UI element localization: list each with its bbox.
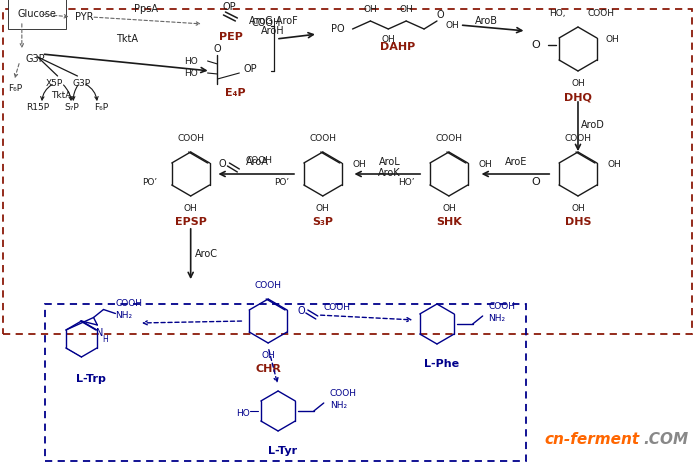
Text: L-Tyr: L-Tyr bbox=[269, 446, 298, 456]
Text: COOH: COOH bbox=[309, 134, 336, 143]
Text: OP: OP bbox=[223, 2, 236, 12]
Text: HO: HO bbox=[184, 68, 197, 77]
Text: HO,: HO, bbox=[550, 8, 566, 17]
Bar bbox=[3, 9, 692, 334]
Text: CHR: CHR bbox=[256, 364, 281, 374]
Text: NH₂: NH₂ bbox=[489, 313, 505, 323]
Text: COOH: COOH bbox=[116, 299, 142, 308]
Text: F₆P: F₆P bbox=[8, 84, 22, 93]
Text: PO’: PO’ bbox=[142, 177, 157, 187]
Text: OH: OH bbox=[442, 204, 456, 212]
Text: S₃P: S₃P bbox=[312, 217, 333, 227]
Text: E₄P: E₄P bbox=[225, 88, 246, 98]
Text: PO: PO bbox=[331, 24, 344, 34]
Text: NH₂: NH₂ bbox=[116, 311, 132, 320]
Text: F₆P: F₆P bbox=[94, 103, 108, 112]
Text: O: O bbox=[214, 44, 221, 54]
Text: .COM: .COM bbox=[643, 431, 689, 446]
Text: DHQ: DHQ bbox=[564, 92, 592, 102]
Text: PpsA: PpsA bbox=[134, 4, 158, 14]
Text: O: O bbox=[218, 159, 226, 169]
Text: COOH: COOH bbox=[489, 302, 516, 310]
Text: COOH: COOH bbox=[588, 8, 615, 17]
Text: NH₂: NH₂ bbox=[330, 401, 346, 409]
Text: OH: OH bbox=[606, 35, 620, 44]
Text: OP: OP bbox=[244, 64, 257, 74]
Text: OH: OH bbox=[316, 204, 330, 212]
Text: OH: OH bbox=[608, 159, 622, 168]
Text: O: O bbox=[436, 10, 444, 20]
Text: S₇P: S₇P bbox=[64, 103, 79, 112]
Text: OH: OH bbox=[363, 5, 377, 14]
Text: AroL: AroL bbox=[379, 157, 400, 167]
Text: HO: HO bbox=[184, 56, 197, 66]
Text: AroG AroF: AroG AroF bbox=[248, 16, 298, 26]
Text: AroH: AroH bbox=[261, 26, 285, 36]
Text: AroA: AroA bbox=[246, 157, 269, 167]
Text: G3P: G3P bbox=[72, 79, 90, 88]
Text: COOH: COOH bbox=[245, 156, 272, 165]
Text: AroK: AroK bbox=[378, 168, 400, 178]
Text: AroB: AroB bbox=[475, 16, 498, 26]
Text: OH: OH bbox=[382, 35, 395, 44]
Bar bbox=[45, 304, 526, 461]
Text: OH: OH bbox=[353, 159, 366, 168]
Text: N: N bbox=[96, 328, 103, 338]
Text: PYR: PYR bbox=[76, 12, 94, 22]
Text: OH: OH bbox=[399, 5, 413, 14]
Text: PO’: PO’ bbox=[274, 177, 289, 187]
Text: R15P: R15P bbox=[26, 103, 49, 112]
Text: Glucose: Glucose bbox=[18, 9, 57, 19]
Text: OH: OH bbox=[184, 204, 197, 212]
Text: HO: HO bbox=[237, 408, 251, 417]
Text: COOH: COOH bbox=[251, 18, 281, 28]
Text: TktA: TktA bbox=[51, 91, 72, 99]
Text: SHK: SHK bbox=[436, 217, 462, 227]
Text: AroD: AroD bbox=[581, 120, 605, 130]
Text: PEP: PEP bbox=[220, 32, 244, 42]
Text: COOH: COOH bbox=[255, 280, 281, 289]
Text: cn-ferment: cn-ferment bbox=[544, 431, 639, 446]
Text: O: O bbox=[531, 40, 540, 50]
Text: COOH: COOH bbox=[324, 303, 351, 311]
Text: COOH: COOH bbox=[435, 134, 463, 143]
Text: AroE: AroE bbox=[505, 157, 528, 167]
Text: OH: OH bbox=[446, 21, 460, 30]
Text: DHS: DHS bbox=[565, 217, 592, 227]
Text: G3P: G3P bbox=[26, 54, 46, 64]
Text: L-Trp: L-Trp bbox=[76, 374, 106, 384]
Text: OH: OH bbox=[571, 78, 585, 88]
Text: O: O bbox=[531, 177, 540, 187]
Text: DAHP: DAHP bbox=[379, 42, 415, 52]
Text: OH: OH bbox=[571, 204, 585, 212]
Text: OH: OH bbox=[479, 159, 492, 168]
Text: L-Phe: L-Phe bbox=[424, 359, 459, 369]
Text: H: H bbox=[102, 334, 108, 343]
Text: EPSP: EPSP bbox=[175, 217, 206, 227]
Text: COOH: COOH bbox=[177, 134, 204, 143]
Text: TktA: TktA bbox=[116, 34, 138, 44]
Text: COOH: COOH bbox=[330, 388, 357, 398]
Text: OH: OH bbox=[261, 350, 275, 360]
Text: HO’: HO’ bbox=[398, 177, 415, 187]
Text: AroC: AroC bbox=[195, 249, 218, 259]
Text: O: O bbox=[298, 306, 306, 316]
Text: X5P: X5P bbox=[46, 79, 63, 88]
Text: COOH: COOH bbox=[564, 134, 592, 143]
